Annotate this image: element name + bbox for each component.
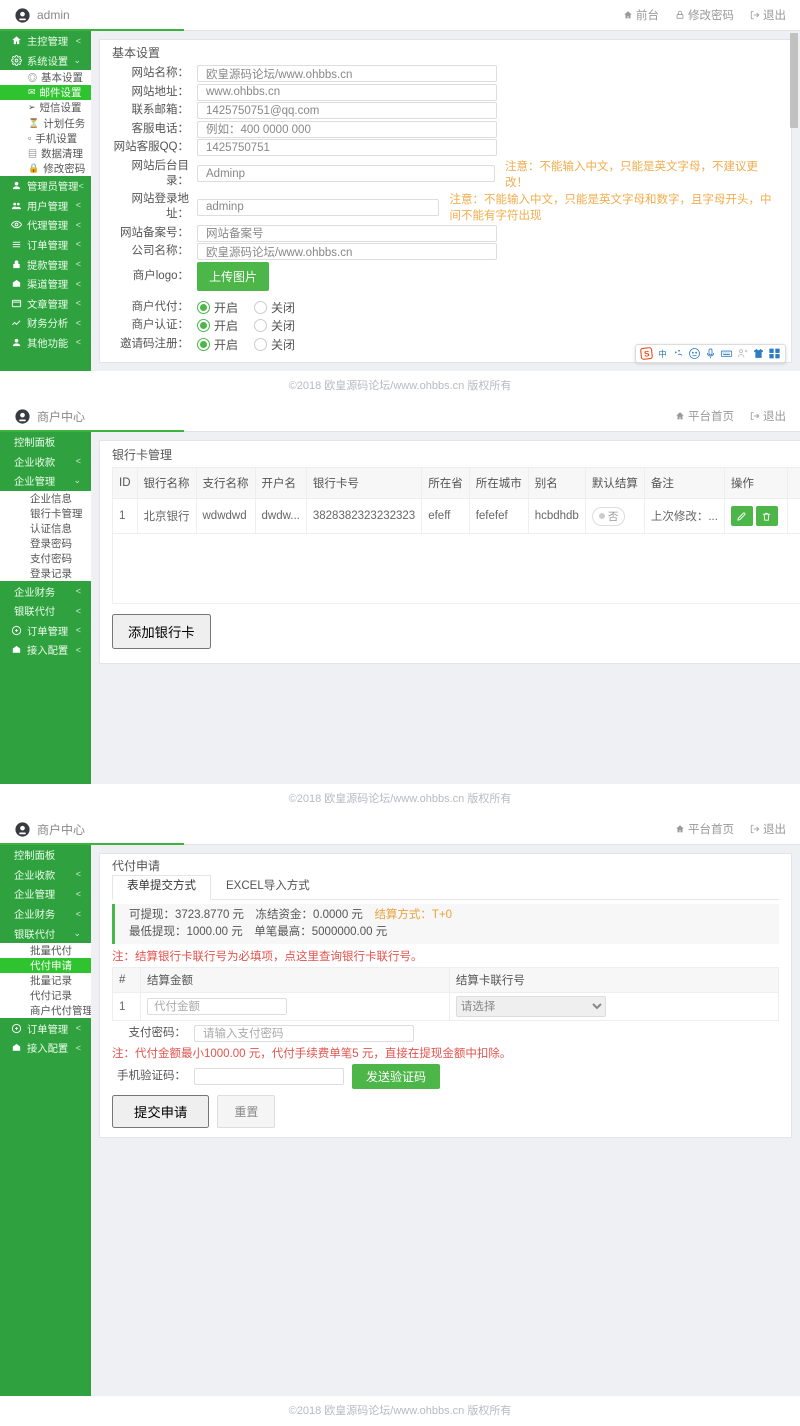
svg-text:中: 中 [658, 348, 667, 359]
